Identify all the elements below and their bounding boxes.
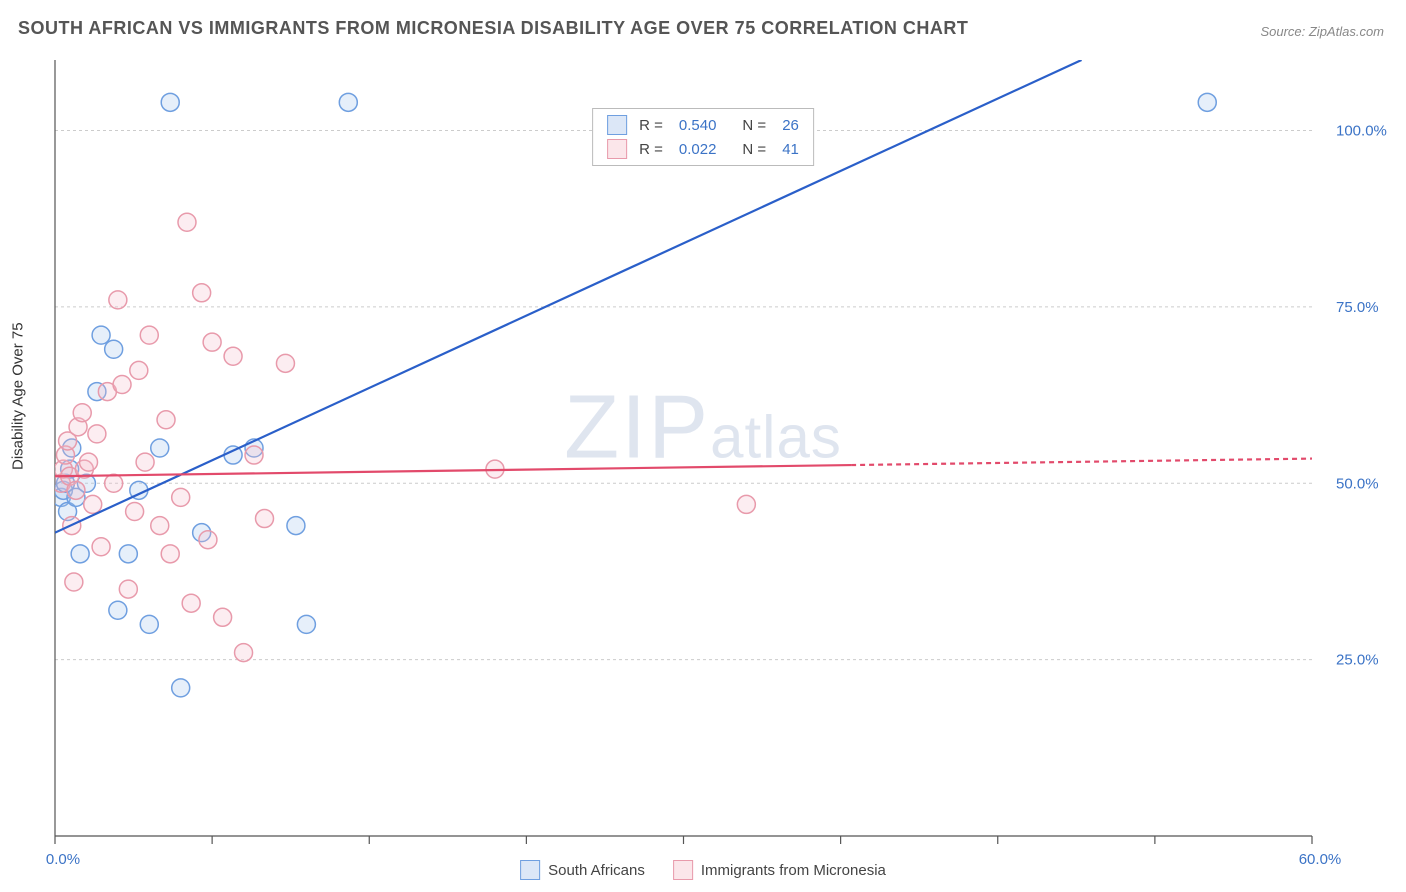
scatter-point (71, 545, 89, 563)
scatter-point (256, 510, 274, 528)
legend-r-label: R = (639, 117, 663, 134)
scatter-point (105, 340, 123, 358)
legend-correlation-row: R = 0.022 N = 41 (607, 139, 799, 159)
legend-swatch (607, 115, 627, 135)
legend-r-value: 0.022 (679, 141, 717, 158)
scatter-point (80, 453, 98, 471)
scatter-point (178, 213, 196, 231)
scatter-point (73, 404, 91, 422)
x-tick-label: 60.0% (1299, 851, 1342, 868)
scatter-point (84, 495, 102, 513)
scatter-point (109, 601, 127, 619)
scatter-point (287, 517, 305, 535)
y-tick-label: 100.0% (1336, 123, 1387, 140)
source-attribution: Source: ZipAtlas.com (1260, 24, 1384, 39)
legend-swatch (673, 860, 693, 880)
legend-r-label: R = (639, 141, 663, 158)
legend-series-item: South Africans (520, 860, 645, 880)
legend-n-label: N = (742, 117, 766, 134)
scatter-point (161, 93, 179, 111)
legend-series-label: Immigrants from Micronesia (701, 862, 886, 879)
scatter-point (136, 453, 154, 471)
scatter-point (199, 531, 217, 549)
scatter-point (245, 446, 263, 464)
chart-container: Disability Age Over 75 25.0%50.0%75.0%10… (0, 48, 1406, 892)
legend-correlation-box: R = 0.540 N = 26 R = 0.022 N = 41 (592, 108, 814, 166)
scatter-point (193, 284, 211, 302)
scatter-point (140, 615, 158, 633)
scatter-point (119, 580, 137, 598)
y-tick-label: 50.0% (1336, 475, 1379, 492)
scatter-point (113, 376, 131, 394)
scatter-point (130, 361, 148, 379)
scatter-point (119, 545, 137, 563)
scatter-point (1198, 93, 1216, 111)
chart-title: SOUTH AFRICAN VS IMMIGRANTS FROM MICRONE… (18, 18, 968, 39)
scatter-point (203, 333, 221, 351)
scatter-point (105, 474, 123, 492)
legend-correlation-row: R = 0.540 N = 26 (607, 115, 799, 135)
legend-r-value: 0.540 (679, 117, 717, 134)
scatter-point (276, 354, 294, 372)
scatter-point (172, 679, 190, 697)
legend-n-value: 41 (782, 141, 799, 158)
y-tick-label: 75.0% (1336, 299, 1379, 316)
legend-series: South Africans Immigrants from Micronesia (520, 860, 886, 880)
scatter-point (339, 93, 357, 111)
legend-n-value: 26 (782, 117, 799, 134)
scatter-point (92, 326, 110, 344)
scatter-point (235, 644, 253, 662)
trend-line (55, 465, 851, 476)
scatter-point (157, 411, 175, 429)
scatter-point (109, 291, 127, 309)
scatter-point (92, 538, 110, 556)
legend-series-label: South Africans (548, 862, 645, 879)
legend-swatch (520, 860, 540, 880)
scatter-point (88, 425, 106, 443)
scatter-point (126, 502, 144, 520)
trend-line-extrapolated (851, 459, 1312, 465)
legend-series-item: Immigrants from Micronesia (673, 860, 886, 880)
y-tick-label: 25.0% (1336, 652, 1379, 669)
scatter-point (140, 326, 158, 344)
scatter-point (182, 594, 200, 612)
scatter-point (67, 481, 85, 499)
legend-swatch (607, 139, 627, 159)
scatter-point (65, 573, 83, 591)
scatter-point (224, 347, 242, 365)
x-tick-label: 0.0% (46, 851, 80, 868)
scatter-point (151, 517, 169, 535)
legend-n-label: N = (742, 141, 766, 158)
scatter-point (161, 545, 179, 563)
scatter-point (214, 608, 232, 626)
scatter-point (151, 439, 169, 457)
scatter-plot-svg: 25.0% 50.0% 75.0% 100.0% 0.0% 60.0% (0, 48, 1406, 892)
scatter-point (737, 495, 755, 513)
scatter-point (172, 488, 190, 506)
scatter-point (297, 615, 315, 633)
